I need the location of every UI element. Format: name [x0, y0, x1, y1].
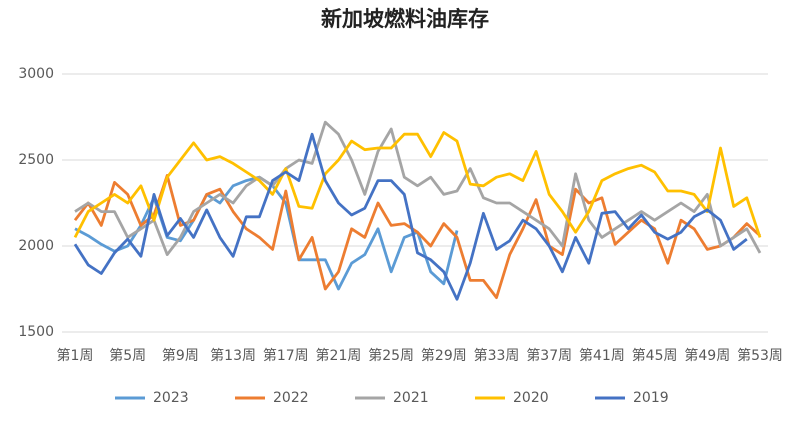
x-tick-label: 第9周 [162, 347, 199, 364]
legend-label: 2022 [273, 390, 309, 406]
legend-label: 2019 [633, 390, 669, 406]
y-tick-label: 1500 [18, 324, 54, 340]
chart-title: 新加坡燃料油库存 [321, 7, 489, 31]
x-tick-label: 第37周 [526, 347, 572, 364]
x-tick-label: 第1周 [57, 347, 94, 364]
x-tick-label: 第41周 [579, 347, 625, 364]
y-tick-label: 2000 [18, 238, 54, 254]
x-tick-label: 第45周 [632, 347, 678, 364]
x-tick-label: 第17周 [263, 347, 309, 364]
y-tick-label: 2500 [18, 152, 54, 168]
x-tick-label: 第53周 [737, 347, 783, 364]
legend-label: 2021 [393, 390, 429, 406]
x-tick-label: 第29周 [421, 347, 467, 364]
x-tick-label: 第25周 [368, 347, 414, 364]
x-tick-label: 第13周 [210, 347, 256, 364]
legend-label: 2020 [513, 390, 549, 406]
x-tick-label: 第33周 [474, 347, 520, 364]
x-tick-label: 第5周 [109, 347, 146, 364]
series-line [74, 120, 762, 256]
x-tick-label: 第49周 [684, 347, 730, 364]
series-line [73, 131, 762, 239]
legend-label: 2023 [153, 390, 189, 406]
x-tick-label: 第21周 [316, 347, 362, 364]
series-line [73, 132, 748, 301]
y-tick-label: 3000 [18, 66, 54, 82]
